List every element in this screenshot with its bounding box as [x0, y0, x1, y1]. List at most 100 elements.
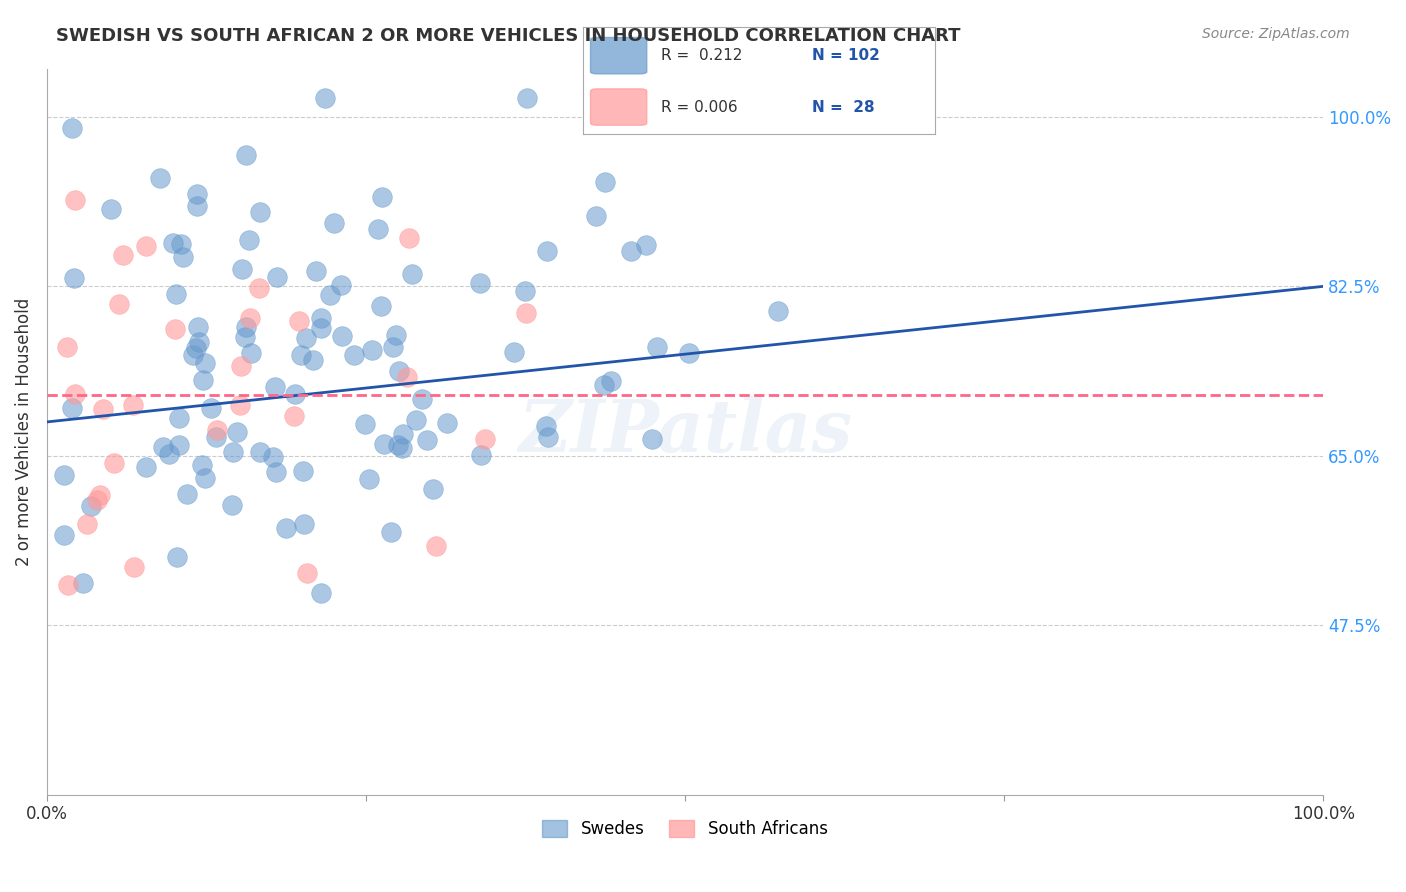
Point: [295, 566, 318, 581]
Point: [371, 190, 394, 204]
Point: [468, 277, 491, 291]
Point: [200, 401, 222, 415]
Point: [515, 305, 537, 319]
Point: [391, 442, 413, 456]
Point: [592, 377, 614, 392]
Point: [502, 345, 524, 359]
Point: [238, 310, 260, 325]
Point: [513, 284, 536, 298]
Point: [149, 170, 172, 185]
Point: [222, 445, 245, 459]
Point: [231, 261, 253, 276]
Point: [249, 444, 271, 458]
Point: [194, 356, 217, 370]
Point: [361, 343, 384, 358]
Point: [191, 373, 214, 387]
Point: [207, 423, 229, 437]
Point: [411, 392, 433, 407]
Point: [103, 457, 125, 471]
Point: [388, 364, 411, 378]
Point: [172, 251, 194, 265]
Point: [162, 236, 184, 251]
Point: [370, 299, 392, 313]
Point: [187, 319, 209, 334]
Point: [343, 347, 366, 361]
Point: [239, 346, 262, 360]
Point: [373, 437, 395, 451]
Point: [135, 238, 157, 252]
Point: [314, 90, 336, 104]
Point: [76, 516, 98, 531]
Legend: Swedes, South Africans: Swedes, South Africans: [536, 813, 834, 845]
Point: [516, 90, 538, 104]
Text: SWEDISH VS SOUTH AFRICAN 2 OR MORE VEHICLES IN HOUSEHOLD CORRELATION CHART: SWEDISH VS SOUTH AFRICAN 2 OR MORE VEHIC…: [56, 27, 960, 45]
Point: [100, 202, 122, 216]
Point: [91, 402, 114, 417]
Point: [80, 499, 103, 513]
Y-axis label: 2 or more Vehicles in Household: 2 or more Vehicles in Household: [15, 298, 32, 566]
Text: Source: ZipAtlas.com: Source: ZipAtlas.com: [1202, 27, 1350, 41]
Point: [56, 340, 79, 354]
Point: [60, 401, 83, 416]
Point: [183, 348, 205, 362]
Point: [221, 498, 243, 512]
Point: [135, 460, 157, 475]
Text: ZIPatlas: ZIPatlas: [517, 396, 852, 467]
Point: [645, 340, 668, 354]
Point: [422, 482, 444, 496]
Point: [536, 244, 558, 258]
Point: [231, 359, 253, 373]
Point: [534, 418, 557, 433]
Point: [387, 438, 409, 452]
Point: [329, 278, 352, 293]
Point: [163, 322, 186, 336]
Point: [766, 304, 789, 318]
Point: [474, 432, 496, 446]
Point: [122, 560, 145, 574]
Point: [235, 320, 257, 334]
Point: [416, 433, 439, 447]
Point: [233, 330, 256, 344]
Point: [292, 465, 315, 479]
Point: [228, 398, 250, 412]
Point: [295, 331, 318, 345]
Point: [63, 193, 86, 207]
Point: [620, 244, 643, 259]
Text: R = 0.006: R = 0.006: [661, 100, 737, 114]
Point: [290, 348, 312, 362]
Point: [309, 586, 332, 600]
Point: [249, 205, 271, 219]
Point: [283, 409, 305, 423]
Point: [634, 238, 657, 252]
Point: [56, 577, 79, 591]
Text: N = 102: N = 102: [813, 48, 880, 63]
Point: [170, 237, 193, 252]
Point: [186, 199, 208, 213]
Point: [266, 269, 288, 284]
Point: [167, 411, 190, 425]
Point: [405, 413, 427, 427]
Point: [391, 426, 413, 441]
Point: [190, 458, 212, 472]
Point: [309, 310, 332, 325]
Point: [238, 233, 260, 247]
Point: [52, 468, 75, 483]
Point: [274, 521, 297, 535]
Point: [186, 186, 208, 201]
Point: [401, 267, 423, 281]
Point: [60, 120, 83, 135]
Text: R =  0.212: R = 0.212: [661, 48, 742, 63]
Point: [425, 539, 447, 553]
Point: [319, 287, 342, 301]
Point: [302, 353, 325, 368]
Point: [585, 209, 607, 223]
Point: [112, 248, 135, 262]
Point: [384, 328, 406, 343]
Point: [53, 528, 76, 542]
Point: [599, 374, 621, 388]
Point: [157, 447, 180, 461]
Point: [367, 221, 389, 235]
FancyBboxPatch shape: [591, 37, 647, 74]
Point: [264, 465, 287, 479]
Point: [381, 340, 404, 354]
